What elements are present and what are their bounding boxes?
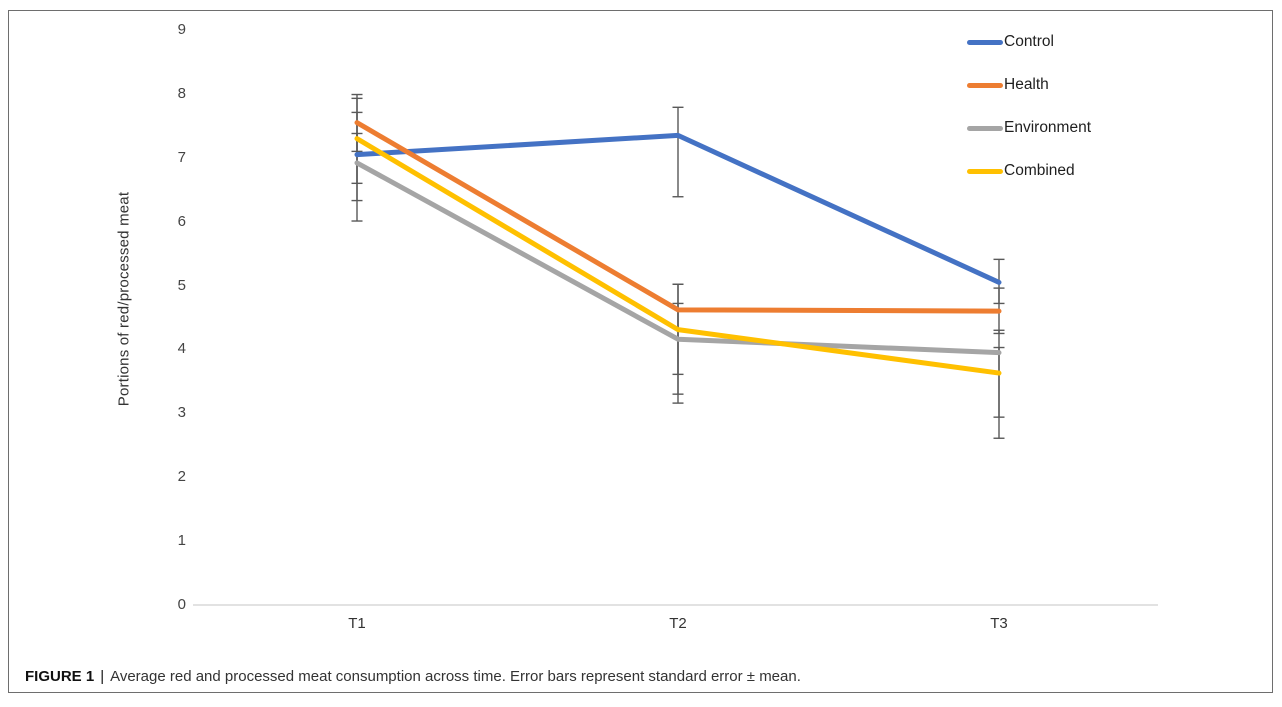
figure-caption: FIGURE 1 | Average red and processed meat …	[25, 668, 801, 685]
figure-caption-separator: |	[100, 668, 105, 685]
y-tick-label-3: 3	[177, 404, 186, 422]
x-axis-label-t3: T3	[990, 615, 1008, 632]
y-tick-label-0: 0	[177, 596, 186, 613]
y-tick-label-2: 2	[177, 468, 186, 486]
y-tick-label-4: 4	[177, 340, 186, 358]
combined-line-swatch	[967, 168, 1003, 174]
y-tick-label-5: 5	[177, 276, 186, 294]
y-tick-label-7: 7	[177, 148, 186, 166]
y-tick-label-8: 8	[177, 84, 186, 102]
environment-line-swatch	[967, 125, 1003, 131]
figure-caption-text: Average red and processed meat consumpti…	[110, 668, 801, 685]
figure-caption-number: FIGURE 1	[25, 668, 95, 685]
legend-label: Health	[1004, 76, 1049, 93]
legend: Control Health Environment Combined	[967, 32, 1091, 204]
x-axis-label-t2: T2	[669, 615, 687, 632]
y-tick-label-9: 9	[177, 20, 186, 38]
health-line-swatch	[967, 82, 1003, 88]
legend-item-control: Control	[967, 32, 1091, 52]
y-axis-title: Portions of red/processed meat	[115, 191, 133, 407]
y-tick-label-1: 1	[177, 532, 186, 550]
control-line-swatch	[967, 39, 1003, 45]
legend-item-environment: Environment	[967, 118, 1091, 138]
legend-item-health: Health	[967, 75, 1091, 95]
legend-label: Environment	[1004, 119, 1092, 136]
legend-label: Control	[1004, 33, 1054, 50]
y-tick-label-6: 6	[177, 212, 186, 230]
legend-item-combined: Combined	[967, 161, 1091, 181]
legend-label: Combined	[1004, 162, 1075, 179]
x-axis-label-t1: T1	[348, 615, 366, 632]
